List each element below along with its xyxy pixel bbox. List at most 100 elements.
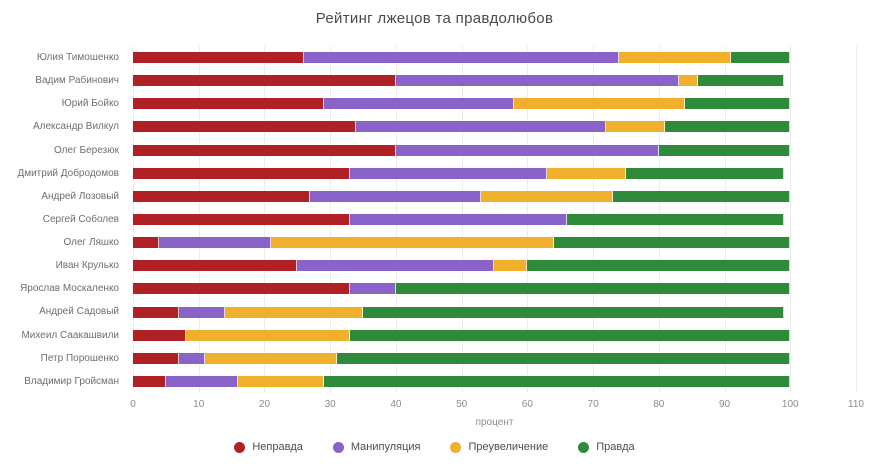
bar-segment-манипуляция bbox=[165, 375, 239, 387]
x-tick-label: 80 bbox=[653, 399, 665, 410]
legend-item: Преувеличение bbox=[450, 441, 548, 453]
bar-row bbox=[133, 329, 856, 341]
bar-segment-преувеличение bbox=[225, 306, 364, 318]
legend-dot-icon bbox=[332, 441, 344, 453]
chart-title: Рейтинг лжецов та правдолюбов bbox=[315, 10, 554, 27]
bar-row bbox=[133, 237, 856, 249]
bar-segment-манипуляция bbox=[356, 121, 607, 133]
legend-label: Неправда bbox=[252, 441, 303, 453]
category-label: Михеил Саакашвили bbox=[21, 329, 119, 341]
bar-row bbox=[133, 167, 856, 179]
bar-row bbox=[133, 283, 856, 295]
bar-row bbox=[133, 260, 856, 272]
bar-row bbox=[133, 214, 856, 225]
bar-row bbox=[133, 306, 856, 318]
bar-segment-правда bbox=[553, 237, 791, 249]
bar-segment-манипуляция bbox=[303, 52, 620, 64]
bar-segment-преувеличение bbox=[238, 375, 324, 387]
gridline bbox=[856, 46, 857, 393]
bar-segment-манипуляция bbox=[297, 260, 495, 272]
x-tick-label: 30 bbox=[324, 399, 336, 410]
bar-segment-правда bbox=[665, 121, 791, 133]
legend-dot-icon bbox=[234, 441, 246, 453]
bar-segment-неправда bbox=[133, 214, 350, 225]
bar-segment-манипуляция bbox=[159, 237, 272, 249]
category-label: Андрей Садовый bbox=[39, 306, 119, 318]
bar-row bbox=[133, 52, 856, 64]
bar-segment-неправда bbox=[133, 260, 298, 272]
bar-row bbox=[133, 375, 856, 387]
bar-row bbox=[133, 121, 856, 133]
x-tick-label: 50 bbox=[456, 399, 468, 410]
x-tick-label: 0 bbox=[130, 399, 136, 410]
bar-segment-преувеличение bbox=[514, 98, 686, 110]
bar-segment-правда bbox=[323, 375, 791, 387]
bar-segment-правда bbox=[336, 352, 791, 364]
legend-item: Правда bbox=[578, 441, 635, 453]
x-tick-label: 110 bbox=[848, 399, 864, 410]
category-label: Петр Порошенко bbox=[40, 352, 119, 364]
x-tick-label: 20 bbox=[258, 399, 271, 410]
x-tick-label: 90 bbox=[718, 399, 731, 410]
bar-segment-правда bbox=[527, 260, 791, 272]
bar-segment-правда bbox=[395, 283, 791, 295]
bar-segment-манипуляция bbox=[179, 306, 225, 318]
x-tick-label: 70 bbox=[587, 399, 599, 410]
legend-item: Манипуляция bbox=[332, 441, 421, 453]
bar-segment-неправда bbox=[133, 306, 179, 318]
bar-segment-преувеличение bbox=[547, 167, 626, 179]
bar-segment-правда bbox=[698, 75, 784, 87]
bar-segment-манипуляция bbox=[395, 75, 679, 87]
bar-segment-неправда bbox=[133, 52, 304, 64]
bar-segment-манипуляция bbox=[349, 167, 548, 179]
bar-segment-преувеличение bbox=[619, 52, 732, 64]
category-label: Иван Крулько bbox=[55, 260, 119, 272]
x-axis-label: процент bbox=[475, 417, 514, 428]
bar-segment-неправда bbox=[133, 375, 166, 387]
category-label: Андрей Лозовый bbox=[41, 190, 119, 202]
bar-segment-правда bbox=[566, 214, 784, 225]
bar-segment-неправда bbox=[133, 352, 179, 364]
legend-label: Манипуляция bbox=[350, 441, 421, 453]
legend: Неправда Манипуляция Преувеличение Правда bbox=[0, 441, 869, 453]
bar-segment-преувеличение bbox=[606, 121, 666, 133]
x-axis-ticks: 0 10 20 30 40 50 60 70 80 90 100 110 bbox=[130, 399, 864, 413]
bar-segment-правда bbox=[363, 306, 784, 318]
legend-item: Неправда bbox=[234, 441, 303, 453]
gridline bbox=[790, 46, 792, 393]
x-tick-label: 100 bbox=[781, 399, 799, 410]
plot-area bbox=[133, 46, 857, 393]
category-label: Юрий Бойко bbox=[61, 98, 119, 110]
category-label: Дмитрий Добродомов bbox=[17, 167, 119, 179]
bar-segment-неправда bbox=[133, 144, 396, 156]
x-tick-label: 10 bbox=[193, 399, 205, 410]
bar-segment-неправда bbox=[133, 190, 311, 202]
bar-segment-неправда bbox=[133, 283, 350, 295]
bar-segment-манипуляция bbox=[323, 98, 515, 110]
bar-segment-правда bbox=[612, 190, 791, 202]
bar-segment-правда bbox=[658, 144, 791, 156]
bar-row bbox=[133, 352, 856, 364]
x-tick-label: 60 bbox=[521, 399, 533, 410]
category-label: Вадим Рабинович bbox=[35, 75, 119, 87]
category-axis: Юлия Тимошенко Вадим Рабинович Юрий Бойко А… bbox=[0, 46, 126, 393]
bar-row bbox=[133, 190, 856, 202]
bar-segment-неправда bbox=[133, 121, 357, 133]
bar-segment-правда bbox=[349, 329, 791, 341]
bar-row bbox=[133, 144, 856, 156]
bar-segment-неправда bbox=[133, 75, 396, 87]
category-label: Сергей Соболев bbox=[42, 213, 119, 225]
bar-segment-преувеличение bbox=[205, 352, 337, 364]
x-tick-label: 40 bbox=[390, 399, 402, 410]
bar-row bbox=[133, 75, 856, 87]
bar-segment-неправда bbox=[133, 98, 324, 110]
bar-row bbox=[133, 98, 856, 110]
bar-segment-неправда bbox=[133, 237, 160, 249]
bar-segment-правда bbox=[731, 52, 791, 64]
bar-segment-правда bbox=[625, 167, 784, 179]
bar-segment-манипуляция bbox=[395, 144, 659, 156]
category-label: Олег Березюк bbox=[54, 144, 119, 156]
category-label: Владимир Гройсман bbox=[24, 375, 119, 387]
bar-segment-преувеличение bbox=[481, 190, 613, 202]
